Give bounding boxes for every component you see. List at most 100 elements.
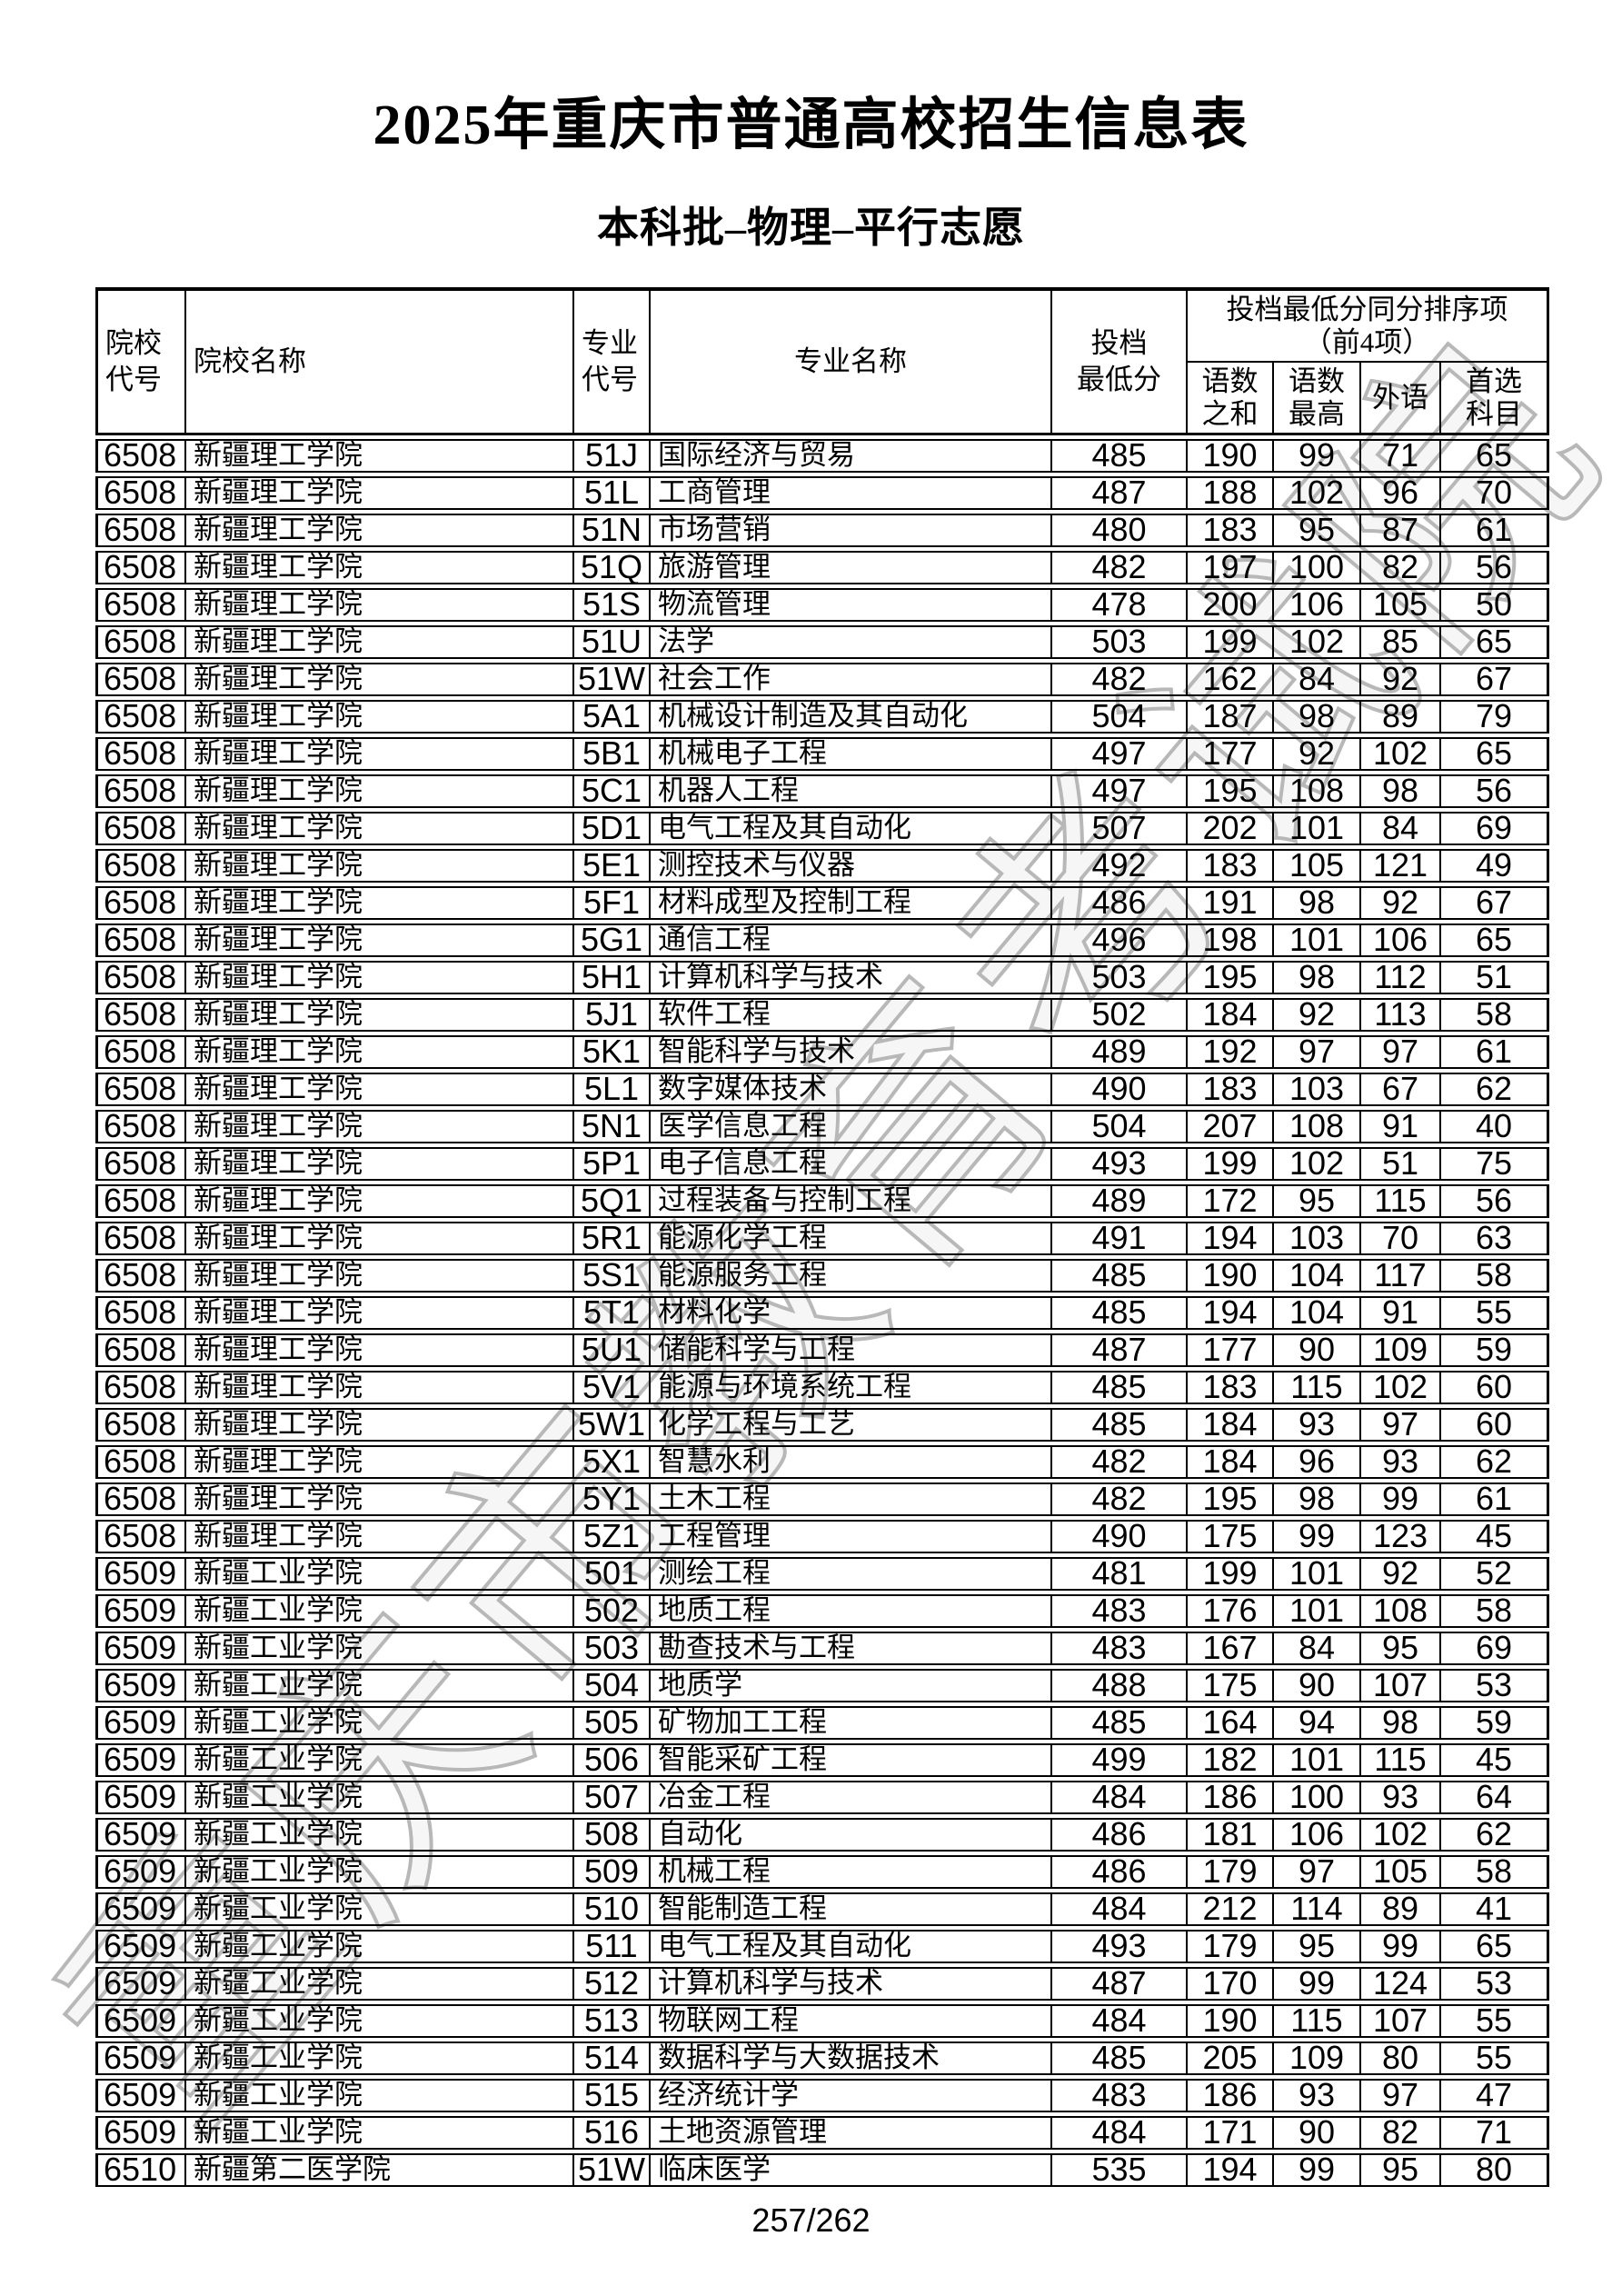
table-row: 6508 新疆理工学院 51W 社会工作 482 162 84 92 67 — [95, 663, 1549, 696]
college-name-cell: 新疆理工学院 — [184, 1522, 572, 1552]
major-name-cell: 电气工程及其自动化 — [649, 814, 1050, 844]
table-row: 6509 新疆工业学院 512 计算机科学与技术 487 170 99 124 53 — [95, 1967, 1549, 2001]
chn-math-sum-cell: 200 — [1186, 590, 1272, 620]
first-subject-cell: 50 — [1439, 590, 1547, 620]
major-name-cell: 材料成型及控制工程 — [649, 888, 1050, 918]
chn-math-max-cell: 99 — [1272, 1522, 1359, 1552]
foreign-lang-cell: 115 — [1359, 1745, 1439, 1775]
first-subject-cell: 70 — [1439, 478, 1547, 508]
first-subject-cell: 60 — [1439, 1373, 1547, 1403]
major-code-cell: 5S1 — [572, 1261, 649, 1291]
college-name-cell: 新疆理工学院 — [184, 1484, 572, 1514]
table-row: 6508 新疆理工学院 5C1 机器人工程 497 195 108 98 56 — [95, 774, 1549, 808]
first-subject-cell: 56 — [1439, 553, 1547, 583]
college-code-cell: 6508 — [104, 627, 177, 657]
chn-math-sum-cell: 179 — [1186, 1932, 1272, 1962]
major-name-cell: 机器人工程 — [649, 776, 1050, 806]
major-name-cell: 经济统计学 — [649, 2081, 1050, 2111]
college-name-cell: 新疆理工学院 — [184, 1298, 572, 1328]
major-name-cell: 通信工程 — [649, 925, 1050, 955]
chn-math-max-cell: 84 — [1272, 664, 1359, 694]
foreign-lang-cell: 105 — [1359, 590, 1439, 620]
college-name-cell: 新疆理工学院 — [184, 664, 572, 694]
foreign-lang-cell: 123 — [1359, 1522, 1439, 1552]
min-score-cell: 489 — [1050, 1186, 1186, 1216]
first-subject-cell: 65 — [1439, 1932, 1547, 1962]
chn-math-sum-cell: 170 — [1186, 1969, 1272, 1999]
chn-math-max-cell: 114 — [1272, 1894, 1359, 1924]
chn-math-sum-cell: 167 — [1186, 1633, 1272, 1663]
header-chn-math-max-line1: 语数 — [1289, 364, 1345, 397]
header-tiebreak-subcolumns: 语数 之和 语数 最高 外语 首选 科目 — [1188, 363, 1547, 433]
foreign-lang-cell: 92 — [1359, 664, 1439, 694]
table-row: 6508 新疆理工学院 5B1 机械电子工程 497 177 92 102 65 — [95, 737, 1549, 771]
major-name-cell: 机械电子工程 — [649, 739, 1050, 769]
major-name-cell: 电气工程及其自动化 — [649, 1932, 1050, 1962]
college-name-cell: 新疆理工学院 — [184, 851, 572, 881]
college-code-cell: 6508 — [104, 664, 177, 694]
college-name-cell: 新疆理工学院 — [184, 1373, 572, 1403]
college-name-cell: 新疆工业学院 — [184, 2043, 572, 2073]
foreign-lang-cell: 124 — [1359, 1969, 1439, 1999]
chn-math-max-cell: 95 — [1272, 1186, 1359, 1216]
first-subject-cell: 63 — [1439, 1223, 1547, 1253]
table-row: 6508 新疆理工学院 5E1 测控技术与仪器 492 183 105 121 49 — [95, 849, 1549, 883]
min-score-cell: 487 — [1050, 1969, 1186, 1999]
table-row: 6509 新疆工业学院 516 土地资源管理 484 171 90 82 71 — [95, 2116, 1549, 2150]
chn-math-sum-cell: 184 — [1186, 1447, 1272, 1477]
first-subject-cell: 47 — [1439, 2081, 1547, 2111]
foreign-lang-cell: 102 — [1359, 1820, 1439, 1850]
major-name-cell: 过程装备与控制工程 — [649, 1186, 1050, 1216]
major-name-cell: 智慧水利 — [649, 1447, 1050, 1477]
table-row: 6509 新疆工业学院 508 自动化 486 181 106 102 62 — [95, 1818, 1549, 1852]
chn-math-max-cell: 100 — [1272, 553, 1359, 583]
table-row: 6509 新疆工业学院 515 经济统计学 483 186 93 97 47 — [95, 2079, 1549, 2112]
table-body: 6508 新疆理工学院 51J 国际经济与贸易 485 190 99 71 65 6508 新疆理工… — [95, 439, 1549, 2187]
major-code-cell: 5R1 — [572, 1223, 649, 1253]
foreign-lang-cell: 98 — [1359, 776, 1439, 806]
first-subject-cell: 61 — [1439, 515, 1547, 545]
major-code-cell: 505 — [572, 1708, 649, 1738]
major-name-cell: 智能科学与技术 — [649, 1037, 1050, 1067]
college-code-cell: 6508 — [104, 478, 177, 508]
page-content: 2025年重庆市普通高校招生信息表 本科批–物理–平行志愿 院校 代号 院校名称… — [95, 95, 1549, 2239]
major-name-cell: 地质工程 — [649, 1596, 1050, 1626]
header-college-name-label: 院校名称 — [194, 345, 306, 377]
college-code-cell: 6508 — [104, 515, 177, 545]
college-code-cell: 6508 — [104, 441, 177, 471]
header-first-subject: 首选 科目 — [1439, 363, 1547, 433]
table-row: 6508 新疆理工学院 51S 物流管理 478 200 106 105 50 — [95, 588, 1549, 622]
chn-math-sum-cell: 190 — [1186, 2006, 1272, 2036]
first-subject-cell: 58 — [1439, 1000, 1547, 1030]
min-score-cell: 493 — [1050, 1932, 1186, 1962]
college-name-cell: 新疆理工学院 — [184, 441, 572, 471]
college-name-cell: 新疆工业学院 — [184, 1894, 572, 1924]
foreign-lang-cell: 67 — [1359, 1074, 1439, 1104]
major-code-cell: 5F1 — [572, 888, 649, 918]
major-name-cell: 勘查技术与工程 — [649, 1633, 1050, 1663]
table-row: 6508 新疆理工学院 5D1 电气工程及其自动化 507 202 101 84 69 — [95, 812, 1549, 845]
college-code-cell: 6508 — [104, 851, 177, 881]
foreign-lang-cell: 91 — [1359, 1112, 1439, 1142]
table-row: 6508 新疆理工学院 5L1 数字媒体技术 490 183 103 67 62 — [95, 1073, 1549, 1106]
foreign-lang-cell: 98 — [1359, 1708, 1439, 1738]
major-code-cell: 504 — [572, 1671, 649, 1701]
first-subject-cell: 58 — [1439, 1596, 1547, 1626]
min-score-cell: 493 — [1050, 1149, 1186, 1179]
table-row: 6508 新疆理工学院 51N 市场营销 480 183 95 87 61 — [95, 514, 1549, 547]
major-code-cell: 514 — [572, 2043, 649, 2073]
foreign-lang-cell: 99 — [1359, 1484, 1439, 1514]
college-code-cell: 6508 — [104, 702, 177, 732]
major-code-cell: 5T1 — [572, 1298, 649, 1328]
chn-math-sum-cell: 194 — [1186, 2155, 1272, 2185]
college-name-cell: 新疆工业学院 — [184, 2006, 572, 2036]
college-code-cell: 6508 — [104, 1261, 177, 1291]
foreign-lang-cell: 89 — [1359, 1894, 1439, 1924]
chn-math-max-cell: 101 — [1272, 1596, 1359, 1626]
chn-math-max-cell: 101 — [1272, 814, 1359, 844]
header-major-code-line1: 专业 — [582, 327, 638, 359]
chn-math-max-cell: 90 — [1272, 1671, 1359, 1701]
college-name-cell: 新疆第二医学院 — [184, 2155, 572, 2185]
major-code-cell: 5X1 — [572, 1447, 649, 1477]
min-score-cell: 485 — [1050, 1708, 1186, 1738]
